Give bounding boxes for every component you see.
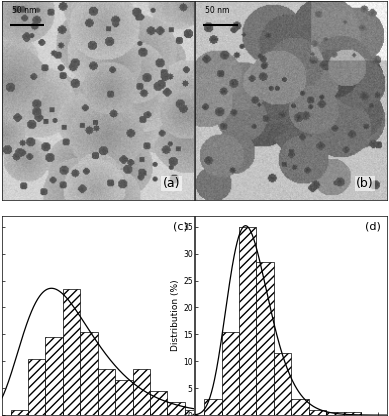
Text: 50 nm: 50 nm (205, 6, 230, 15)
Bar (326, 413, 343, 415)
Bar (98, 369, 115, 415)
Bar (133, 369, 150, 415)
Bar (46, 337, 63, 415)
Bar (11, 410, 28, 415)
Bar (222, 332, 239, 415)
Bar (274, 353, 291, 415)
Bar (256, 262, 274, 415)
Y-axis label: Distribution (%): Distribution (%) (171, 280, 180, 352)
Bar (28, 359, 46, 415)
Text: (d): (d) (365, 222, 381, 232)
Bar (204, 399, 222, 415)
Bar (309, 410, 326, 415)
Text: (c): (c) (173, 222, 188, 232)
Bar (239, 227, 256, 415)
Bar (80, 332, 98, 415)
Bar (63, 289, 80, 415)
Text: (a): (a) (163, 177, 180, 190)
Text: 50 nm: 50 nm (12, 6, 36, 15)
Bar (291, 399, 309, 415)
Bar (167, 402, 185, 415)
Bar (115, 380, 133, 415)
Bar (150, 391, 167, 415)
Bar (185, 410, 202, 415)
Bar (343, 413, 361, 415)
Text: (b): (b) (356, 177, 374, 190)
